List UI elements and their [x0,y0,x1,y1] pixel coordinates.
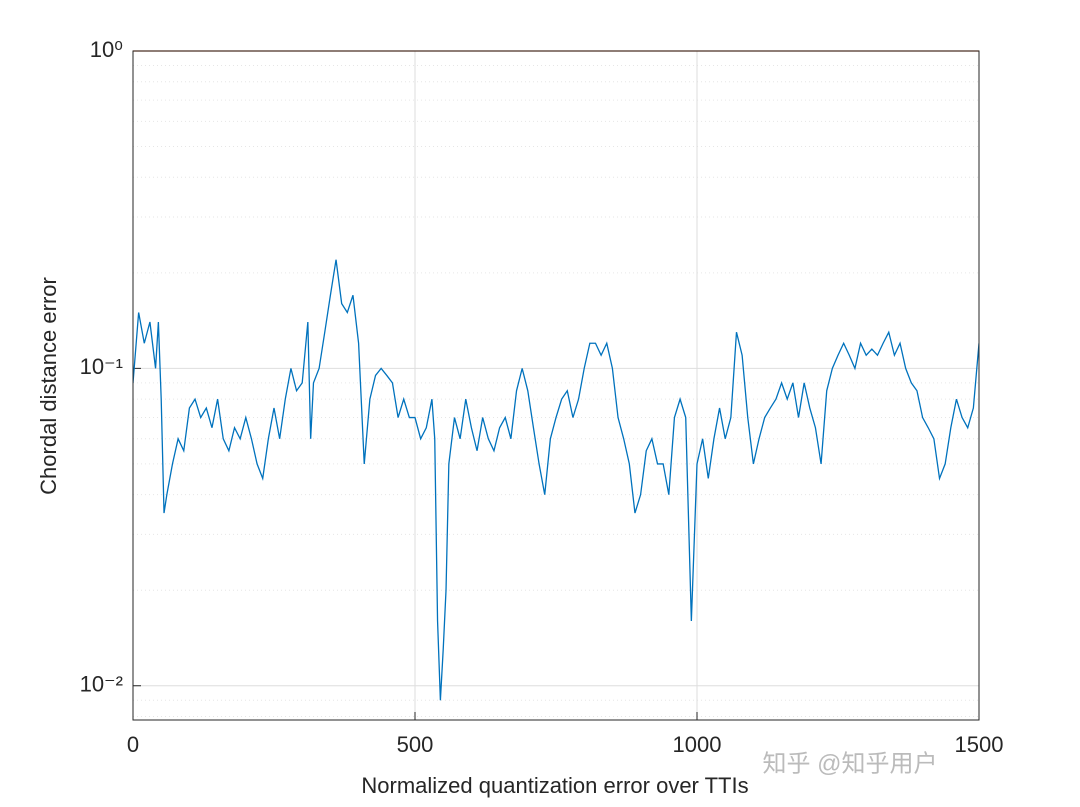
y-tick-label: 10⁰ [90,37,123,62]
data-line [133,259,979,701]
x-tick-label: 500 [397,732,434,757]
x-axis-label: Normalized quantization error over TTIs [361,773,748,798]
x-tick-label: 0 [127,732,139,757]
x-tick-label: 1000 [673,732,722,757]
watermark: 知乎 @知乎用户 [762,750,937,777]
x-tick-label: 1500 [955,732,1004,757]
y-tick-label: 10⁻¹ [80,354,123,379]
axes-box [132,50,980,721]
y-tick-label: 10⁻² [80,672,123,697]
y-axis-label: Chordal distance error [36,277,61,495]
